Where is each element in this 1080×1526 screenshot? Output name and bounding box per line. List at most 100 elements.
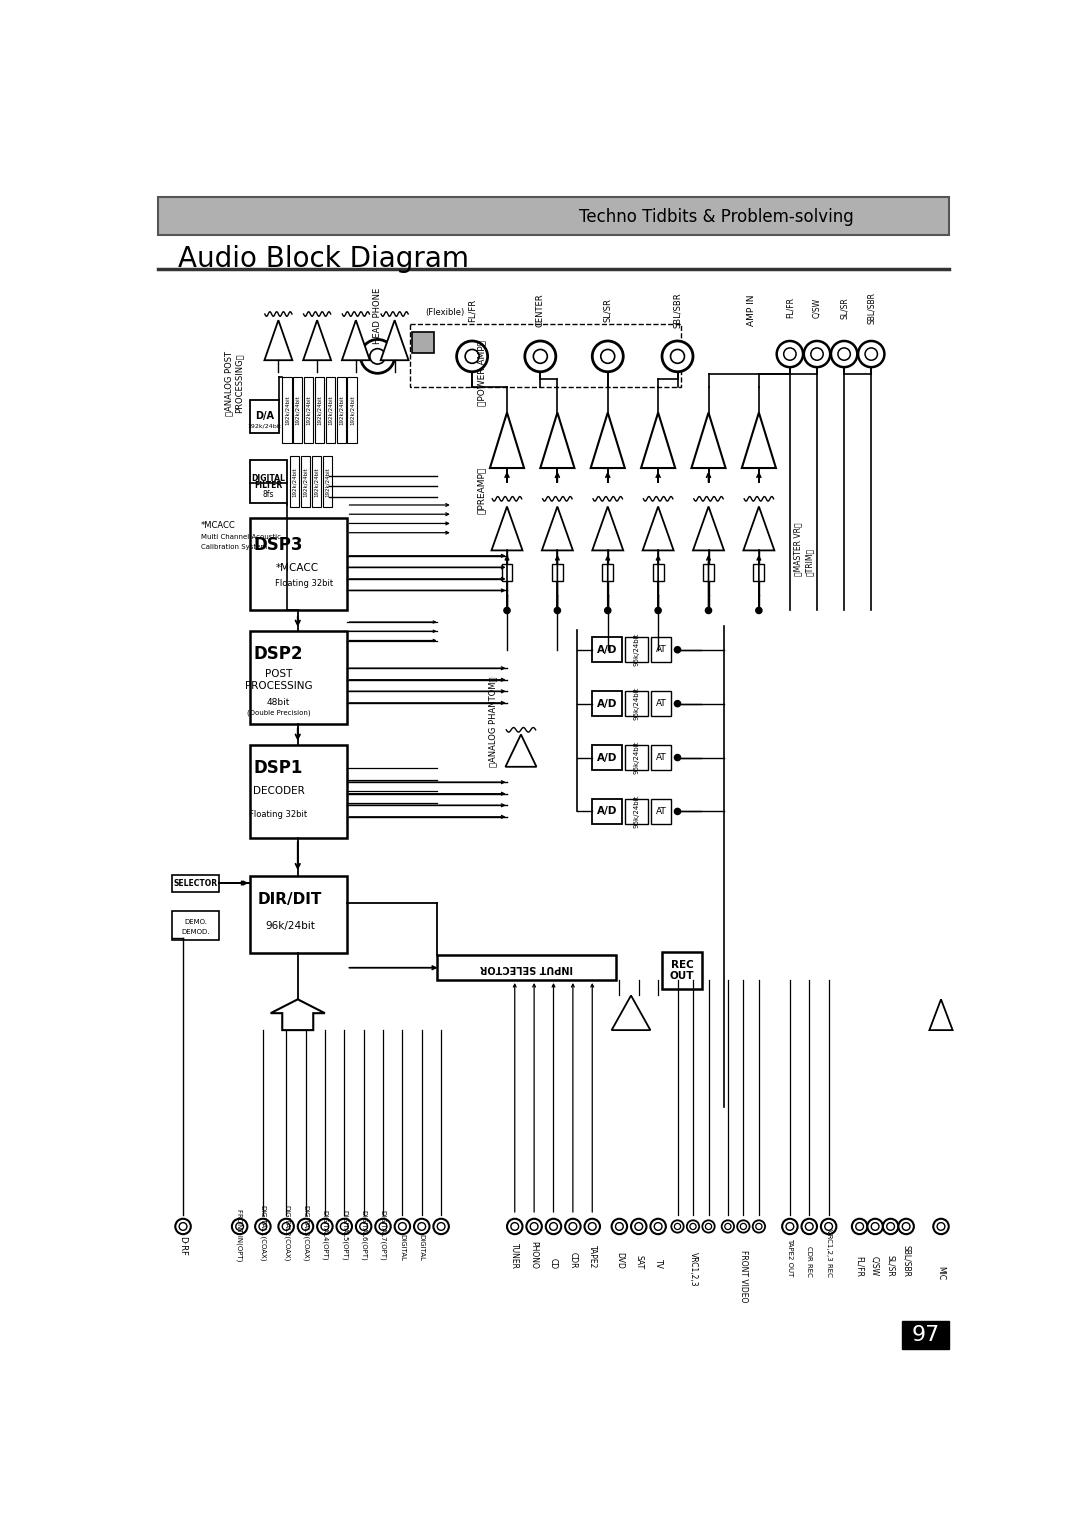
Text: 8fs: 8fs	[262, 490, 274, 499]
Circle shape	[356, 1219, 372, 1235]
Circle shape	[867, 1219, 882, 1235]
Text: 〈TRIM〉: 〈TRIM〉	[805, 548, 813, 575]
Text: Floating 32bit: Floating 32bit	[275, 578, 333, 588]
Bar	[592, 691, 622, 716]
Text: 192k/24bit: 192k/24bit	[284, 395, 289, 426]
Text: DIGITAL2(COAX): DIGITAL2(COAX)	[283, 1204, 289, 1260]
Circle shape	[756, 607, 762, 613]
Text: 96k/24bit: 96k/24bit	[634, 633, 639, 667]
Circle shape	[811, 348, 823, 360]
Circle shape	[318, 1219, 333, 1235]
Text: (Double Precision): (Double Precision)	[246, 710, 310, 716]
Circle shape	[740, 1224, 746, 1230]
Text: D·RF: D·RF	[178, 1236, 188, 1256]
Bar	[301, 456, 310, 507]
Text: SBL/SBR: SBL/SBR	[902, 1245, 910, 1277]
Circle shape	[361, 339, 394, 374]
Circle shape	[687, 1221, 699, 1233]
Circle shape	[282, 1222, 291, 1230]
Text: DSP2: DSP2	[254, 645, 303, 664]
Text: 192k/24bit: 192k/24bit	[328, 395, 333, 426]
Bar	[902, 1322, 948, 1349]
Bar	[172, 874, 218, 891]
Polygon shape	[303, 320, 332, 360]
Text: AT: AT	[656, 752, 666, 761]
Polygon shape	[540, 412, 575, 468]
Bar	[323, 456, 332, 507]
Circle shape	[584, 1219, 600, 1235]
Bar	[592, 638, 622, 662]
Circle shape	[530, 1222, 538, 1230]
Polygon shape	[643, 507, 674, 551]
Circle shape	[859, 340, 885, 368]
Circle shape	[674, 809, 680, 815]
Circle shape	[674, 700, 680, 707]
Circle shape	[437, 1222, 445, 1230]
Circle shape	[504, 607, 510, 613]
Bar	[625, 691, 648, 716]
Bar	[437, 955, 616, 980]
Polygon shape	[592, 507, 623, 551]
Circle shape	[465, 349, 480, 363]
Circle shape	[753, 1221, 765, 1233]
Bar	[249, 632, 347, 723]
Polygon shape	[693, 507, 724, 551]
Circle shape	[394, 1219, 410, 1235]
Circle shape	[360, 1222, 367, 1230]
Circle shape	[279, 1219, 294, 1235]
Text: TV: TV	[653, 1259, 663, 1268]
Circle shape	[379, 1222, 387, 1230]
Circle shape	[902, 1222, 910, 1230]
Text: TAPE2: TAPE2	[588, 1245, 597, 1268]
Text: DIGITAL: DIGITAL	[419, 1235, 424, 1260]
Text: 96k/24bit: 96k/24bit	[265, 922, 315, 931]
Polygon shape	[743, 507, 774, 551]
Circle shape	[175, 1219, 191, 1235]
Text: DIGITAL4(OPT): DIGITAL4(OPT)	[322, 1210, 328, 1260]
Text: 192k/24bit: 192k/24bit	[303, 467, 308, 497]
Text: A/D: A/D	[597, 645, 617, 655]
Text: PROCESSING: PROCESSING	[244, 681, 312, 691]
Text: C/SW: C/SW	[812, 298, 822, 317]
Bar	[291, 456, 299, 507]
Circle shape	[554, 607, 561, 613]
Polygon shape	[611, 995, 650, 1030]
Circle shape	[721, 1221, 734, 1233]
Bar	[413, 331, 434, 354]
Bar	[625, 638, 648, 662]
Text: AT: AT	[656, 699, 666, 708]
Polygon shape	[742, 412, 775, 468]
Polygon shape	[930, 1000, 953, 1030]
Text: DIGITAL7(OPT): DIGITAL7(OPT)	[380, 1210, 387, 1260]
Text: *MCACC: *MCACC	[276, 563, 320, 574]
Text: 192k/24bit: 192k/24bit	[314, 467, 319, 497]
Circle shape	[550, 1222, 557, 1230]
Text: CD: CD	[549, 1257, 558, 1268]
Circle shape	[534, 349, 548, 363]
Bar	[592, 800, 622, 824]
Bar	[625, 745, 648, 769]
Circle shape	[855, 1222, 864, 1230]
Circle shape	[369, 348, 386, 365]
Circle shape	[340, 1222, 348, 1230]
Circle shape	[631, 1219, 647, 1235]
Text: SAT: SAT	[634, 1254, 644, 1268]
Text: 192k/24bit: 192k/24bit	[247, 423, 282, 429]
Text: 〈ANALOG POST
PROCESSING〉: 〈ANALOG POST PROCESSING〉	[225, 351, 244, 415]
Bar	[312, 456, 321, 507]
Circle shape	[801, 1219, 816, 1235]
Circle shape	[605, 607, 611, 613]
Bar	[592, 745, 622, 769]
Circle shape	[804, 340, 831, 368]
Circle shape	[525, 340, 556, 372]
Bar	[249, 400, 279, 432]
Text: 〈POWER AMP〉: 〈POWER AMP〉	[477, 340, 486, 406]
Text: DEMO.: DEMO.	[184, 919, 207, 925]
Text: 192k/24bit: 192k/24bit	[316, 395, 322, 426]
Circle shape	[705, 607, 712, 613]
Text: 96k/24bit: 96k/24bit	[634, 740, 639, 774]
Circle shape	[674, 647, 680, 653]
Bar	[326, 377, 335, 443]
Circle shape	[611, 1219, 627, 1235]
Polygon shape	[491, 507, 523, 551]
